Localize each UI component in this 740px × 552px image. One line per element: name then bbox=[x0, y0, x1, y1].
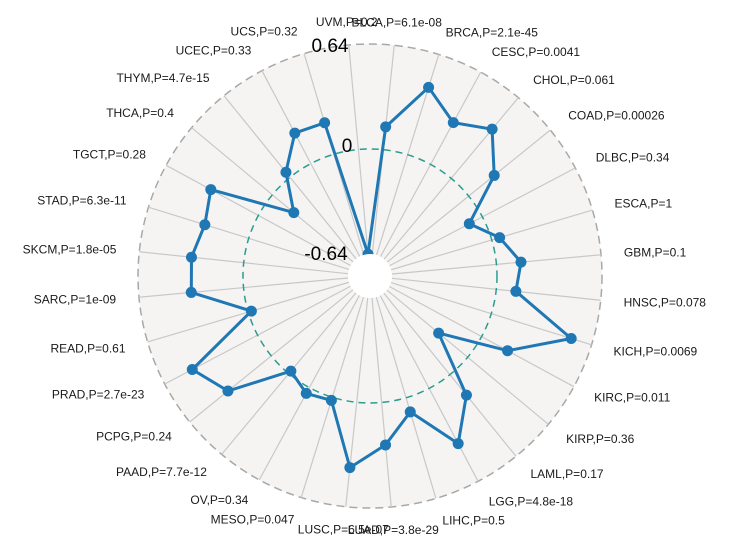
category-label: TGCT,P=0.28 bbox=[73, 147, 146, 161]
data-point bbox=[380, 121, 392, 133]
category-label: LGG,P=4.8e-18 bbox=[489, 495, 574, 509]
data-point bbox=[245, 305, 257, 317]
category-label: UCS,P=0.32 bbox=[231, 25, 298, 39]
spoke-line bbox=[223, 95, 357, 260]
data-point bbox=[280, 166, 292, 178]
category-label: HNSC,P=0.078 bbox=[624, 296, 707, 310]
category-label: LAML,P=0.17 bbox=[531, 467, 604, 481]
data-point bbox=[289, 127, 301, 139]
category-label: PAAD,P=7.7e-12 bbox=[116, 465, 207, 479]
spoke-line bbox=[258, 295, 361, 481]
category-label: SKCM,P=1.8e-05 bbox=[23, 242, 117, 256]
category-label: PRAD,P=2.7e-23 bbox=[52, 388, 145, 402]
data-point bbox=[433, 327, 445, 339]
data-point bbox=[380, 439, 392, 451]
category-label: SARC,P=1e-09 bbox=[34, 292, 117, 306]
category-label: STAD,P=6.3e-11 bbox=[37, 193, 127, 207]
data-point bbox=[460, 389, 472, 401]
data-point bbox=[222, 385, 234, 397]
radial-label-zero: 0 bbox=[342, 136, 353, 157]
spoke-line bbox=[348, 44, 369, 255]
data-point bbox=[486, 123, 498, 135]
radial-label-min: -0.64 bbox=[304, 244, 348, 265]
category-label: BLCA,P=6.1e-08 bbox=[351, 15, 442, 29]
data-point bbox=[447, 117, 459, 129]
category-label: DLBC,P=0.34 bbox=[596, 150, 670, 164]
data-point bbox=[344, 462, 356, 474]
category-label: KIRC,P=0.011 bbox=[594, 391, 670, 405]
category-labels: BLCA,P=6.1e-08 BRCA,P=2.1e-45 CESC,P=0.004… bbox=[23, 15, 707, 537]
category-label: THYM,P=4.7e-15 bbox=[116, 71, 209, 85]
data-point bbox=[319, 117, 331, 129]
data-point bbox=[488, 169, 500, 181]
category-label: BRCA,P=2.1e-45 bbox=[446, 26, 539, 40]
data-point bbox=[515, 256, 527, 268]
data-point bbox=[285, 365, 297, 377]
radial-label-max: 0.64 bbox=[312, 36, 349, 57]
center-circle bbox=[348, 254, 392, 298]
category-label: CESC,P=0.0041 bbox=[492, 45, 581, 59]
category-label: UCEC,P=0.33 bbox=[176, 43, 252, 57]
category-label: COAD,P=0.00026 bbox=[568, 109, 665, 123]
reference-circle bbox=[242, 148, 498, 404]
category-label: LUAD,P=3.8e-29 bbox=[348, 523, 439, 537]
category-label: MESO,P=0.047 bbox=[211, 513, 295, 527]
spoke-line bbox=[371, 297, 392, 508]
category-label: READ,P=0.61 bbox=[50, 341, 125, 355]
category-label: UVM,P=0.2 bbox=[316, 15, 378, 29]
data-point bbox=[185, 251, 197, 263]
category-label: KICH,P=0.0069 bbox=[614, 345, 698, 359]
category-label: KIRP,P=0.36 bbox=[566, 432, 634, 446]
radial-axis-labels: 0.64 0 -0.64 bbox=[304, 36, 352, 265]
center-hole bbox=[348, 254, 392, 298]
data-point bbox=[199, 219, 211, 231]
data-point bbox=[404, 406, 416, 418]
data-point bbox=[186, 364, 198, 376]
category-label: THCA,P=0.4 bbox=[106, 106, 174, 120]
spoke-line bbox=[261, 70, 361, 257]
data-point bbox=[325, 394, 337, 406]
category-label: PCPG,P=0.24 bbox=[96, 430, 172, 444]
category-label: GBM,P=0.1 bbox=[624, 246, 687, 260]
data-point bbox=[423, 81, 435, 93]
data-point bbox=[494, 232, 506, 244]
data-point bbox=[185, 286, 197, 298]
category-label: LIHC,P=0.5 bbox=[442, 514, 505, 528]
data-point bbox=[452, 438, 464, 450]
data-point bbox=[288, 207, 300, 219]
data-point bbox=[300, 387, 312, 399]
data-point bbox=[205, 184, 217, 196]
category-label: LUSC,P=6.5e-07 bbox=[298, 523, 389, 537]
category-label: ESCA,P=1 bbox=[615, 197, 673, 211]
data-point bbox=[565, 332, 577, 344]
zero-reference-line bbox=[242, 148, 498, 404]
category-label: CHOL,P=0.061 bbox=[533, 73, 615, 87]
data-point bbox=[510, 285, 522, 297]
data-series bbox=[185, 81, 577, 474]
data-point bbox=[463, 218, 475, 230]
data-point bbox=[502, 345, 514, 357]
category-label: OV,P=0.34 bbox=[190, 493, 248, 507]
